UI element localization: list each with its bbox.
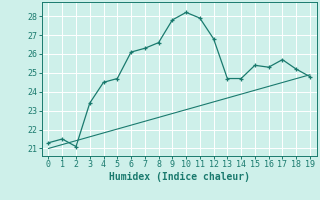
- X-axis label: Humidex (Indice chaleur): Humidex (Indice chaleur): [109, 172, 250, 182]
